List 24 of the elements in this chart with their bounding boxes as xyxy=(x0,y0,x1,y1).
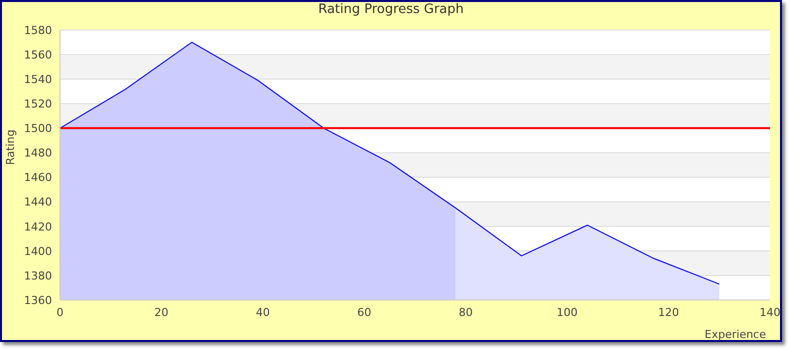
line-series xyxy=(60,42,720,285)
x-tick-label: 140 xyxy=(760,306,780,319)
y-tick-label: 1540 xyxy=(24,72,52,86)
y-tick-label: 1420 xyxy=(24,220,52,234)
x-tick-label: 20 xyxy=(154,306,168,319)
x-tick-label: 60 xyxy=(357,306,372,319)
y-tick-label: 1560 xyxy=(24,48,52,62)
x-tick-label: 40 xyxy=(256,306,270,319)
y-tick-label: 1480 xyxy=(24,146,52,160)
y-tick-label: 1500 xyxy=(24,122,52,136)
y-tick-label: 1360 xyxy=(24,294,52,307)
x-tick-label: 0 xyxy=(56,306,64,319)
y-tick-label: 1520 xyxy=(24,98,52,111)
y-tick-label: 1440 xyxy=(24,196,52,209)
y-tick-label: 1400 xyxy=(24,244,52,258)
x-axis-title: Experience xyxy=(704,328,766,341)
y-tick-label: 1380 xyxy=(24,269,52,282)
x-tick-label: 120 xyxy=(658,306,680,319)
chart-title: Rating Progress Graph xyxy=(317,2,465,17)
x-tick-label: 80 xyxy=(458,306,473,319)
y-tick-label: 1580 xyxy=(24,24,52,37)
x-tick-label: 100 xyxy=(556,306,578,319)
y-tick-label: 1460 xyxy=(24,171,52,184)
y-axis-title: Rating xyxy=(4,130,17,165)
